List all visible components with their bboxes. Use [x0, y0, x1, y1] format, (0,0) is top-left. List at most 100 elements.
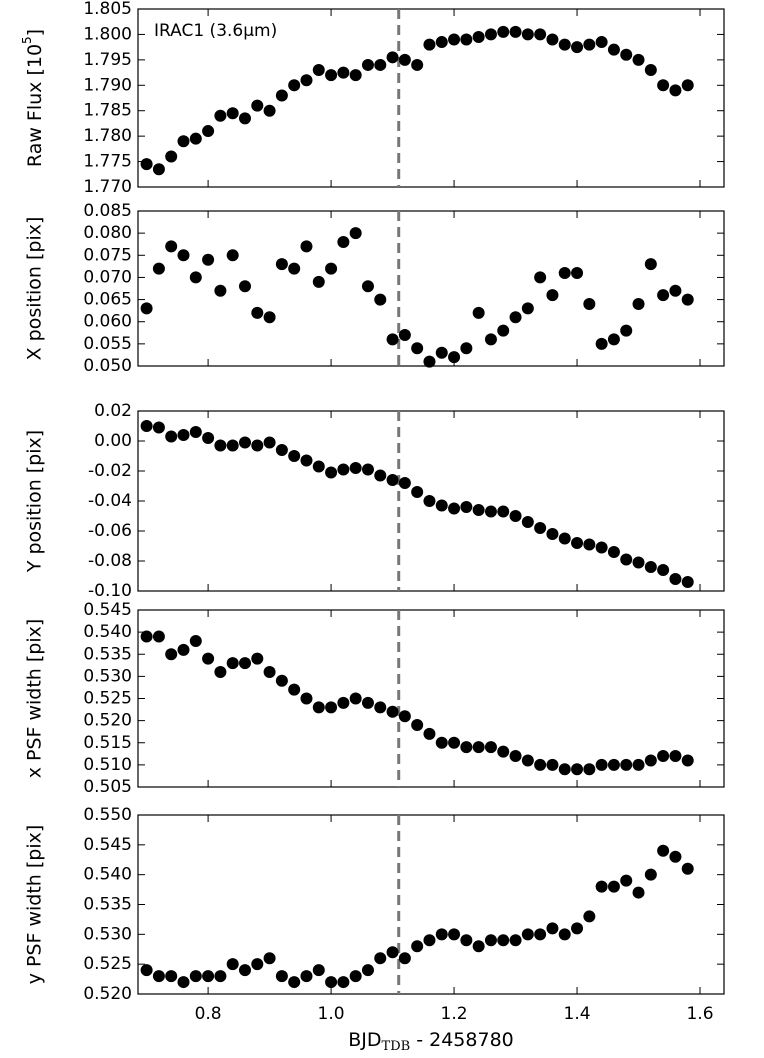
annotation: IRAC1 (3.6μm): [154, 21, 277, 41]
point: [275, 89, 288, 102]
point: [583, 298, 596, 310]
point: [681, 293, 694, 306]
point: [349, 69, 362, 82]
point: [607, 43, 620, 56]
point: [534, 28, 547, 41]
point: [460, 33, 473, 46]
point: [374, 952, 387, 965]
point: [177, 976, 190, 989]
point: [165, 648, 178, 661]
point: [571, 537, 584, 549]
point: [337, 463, 350, 476]
point: [509, 25, 522, 38]
point: [423, 727, 436, 740]
point: [435, 36, 448, 49]
point: [484, 505, 497, 518]
point: [509, 750, 522, 763]
point: [509, 311, 522, 324]
point: [312, 64, 325, 77]
point: [657, 79, 670, 92]
point: [361, 696, 374, 709]
point: [288, 79, 301, 92]
point: [571, 763, 584, 776]
point: [251, 439, 264, 452]
y-tick-label: 0.515: [83, 733, 132, 753]
point: [681, 79, 694, 92]
point: [140, 302, 153, 315]
point: [681, 576, 694, 588]
point: [595, 758, 608, 771]
point: [288, 262, 301, 275]
point: [448, 928, 461, 941]
point: [620, 48, 633, 61]
point: [214, 109, 227, 122]
point: [238, 280, 251, 293]
point: [349, 970, 362, 983]
point: [411, 58, 424, 71]
y-tick-label: 0.535: [83, 644, 132, 664]
point: [607, 546, 620, 558]
point: [238, 436, 251, 449]
point: [644, 868, 657, 881]
point: [497, 25, 510, 38]
x-axis-label-main: BJD: [348, 1029, 381, 1051]
point: [497, 745, 510, 758]
point: [521, 754, 534, 767]
y-tick-label: 0.080: [83, 223, 132, 243]
point: [226, 439, 239, 452]
point: [472, 940, 485, 953]
point: [620, 758, 633, 771]
point: [448, 33, 461, 46]
y-tick-label: 1.770: [83, 177, 132, 197]
y-axis-label: Y position [pix]: [24, 430, 46, 573]
y-tick-label: -0.06: [88, 521, 132, 541]
point: [275, 258, 288, 271]
point: [448, 736, 461, 749]
point: [534, 928, 547, 941]
point: [460, 501, 473, 513]
point: [669, 84, 682, 97]
point: [398, 477, 411, 489]
point: [374, 701, 387, 714]
point: [435, 346, 448, 359]
point: [472, 741, 485, 754]
point: [632, 53, 645, 66]
point: [312, 275, 325, 288]
point: [411, 486, 424, 498]
point: [460, 934, 473, 947]
point: [374, 58, 387, 71]
y-tick-label: 0.070: [83, 267, 132, 287]
y-tick-label: 0.520: [83, 984, 132, 1004]
point: [398, 329, 411, 341]
point: [423, 355, 436, 368]
point: [251, 652, 264, 665]
y-axis-label: X position [pix]: [24, 217, 46, 361]
point: [214, 439, 227, 452]
point: [607, 880, 620, 893]
point: [669, 284, 682, 297]
point: [312, 701, 325, 714]
point: [398, 952, 411, 965]
y-tick-label: 0.060: [83, 312, 132, 332]
point: [165, 240, 178, 253]
point: [152, 630, 165, 643]
point: [300, 454, 313, 467]
point: [669, 750, 682, 763]
y-axis-label-sup: 5: [20, 36, 34, 44]
point: [558, 267, 571, 279]
point: [238, 657, 251, 670]
y-tick-label: 0.085: [83, 201, 132, 221]
point: [521, 28, 534, 41]
point: [435, 736, 448, 749]
y-tick-label: 0.510: [83, 755, 132, 775]
point: [607, 333, 620, 346]
point: [214, 284, 227, 297]
y-tick-label: 0.550: [83, 805, 132, 825]
point: [595, 880, 608, 893]
x-tick-label: 1.0: [318, 1004, 345, 1024]
point: [374, 293, 387, 306]
x-tick-label: 1.4: [564, 1004, 591, 1024]
point: [583, 38, 596, 51]
y-tick-label: -0.04: [88, 491, 132, 511]
point: [669, 573, 682, 585]
